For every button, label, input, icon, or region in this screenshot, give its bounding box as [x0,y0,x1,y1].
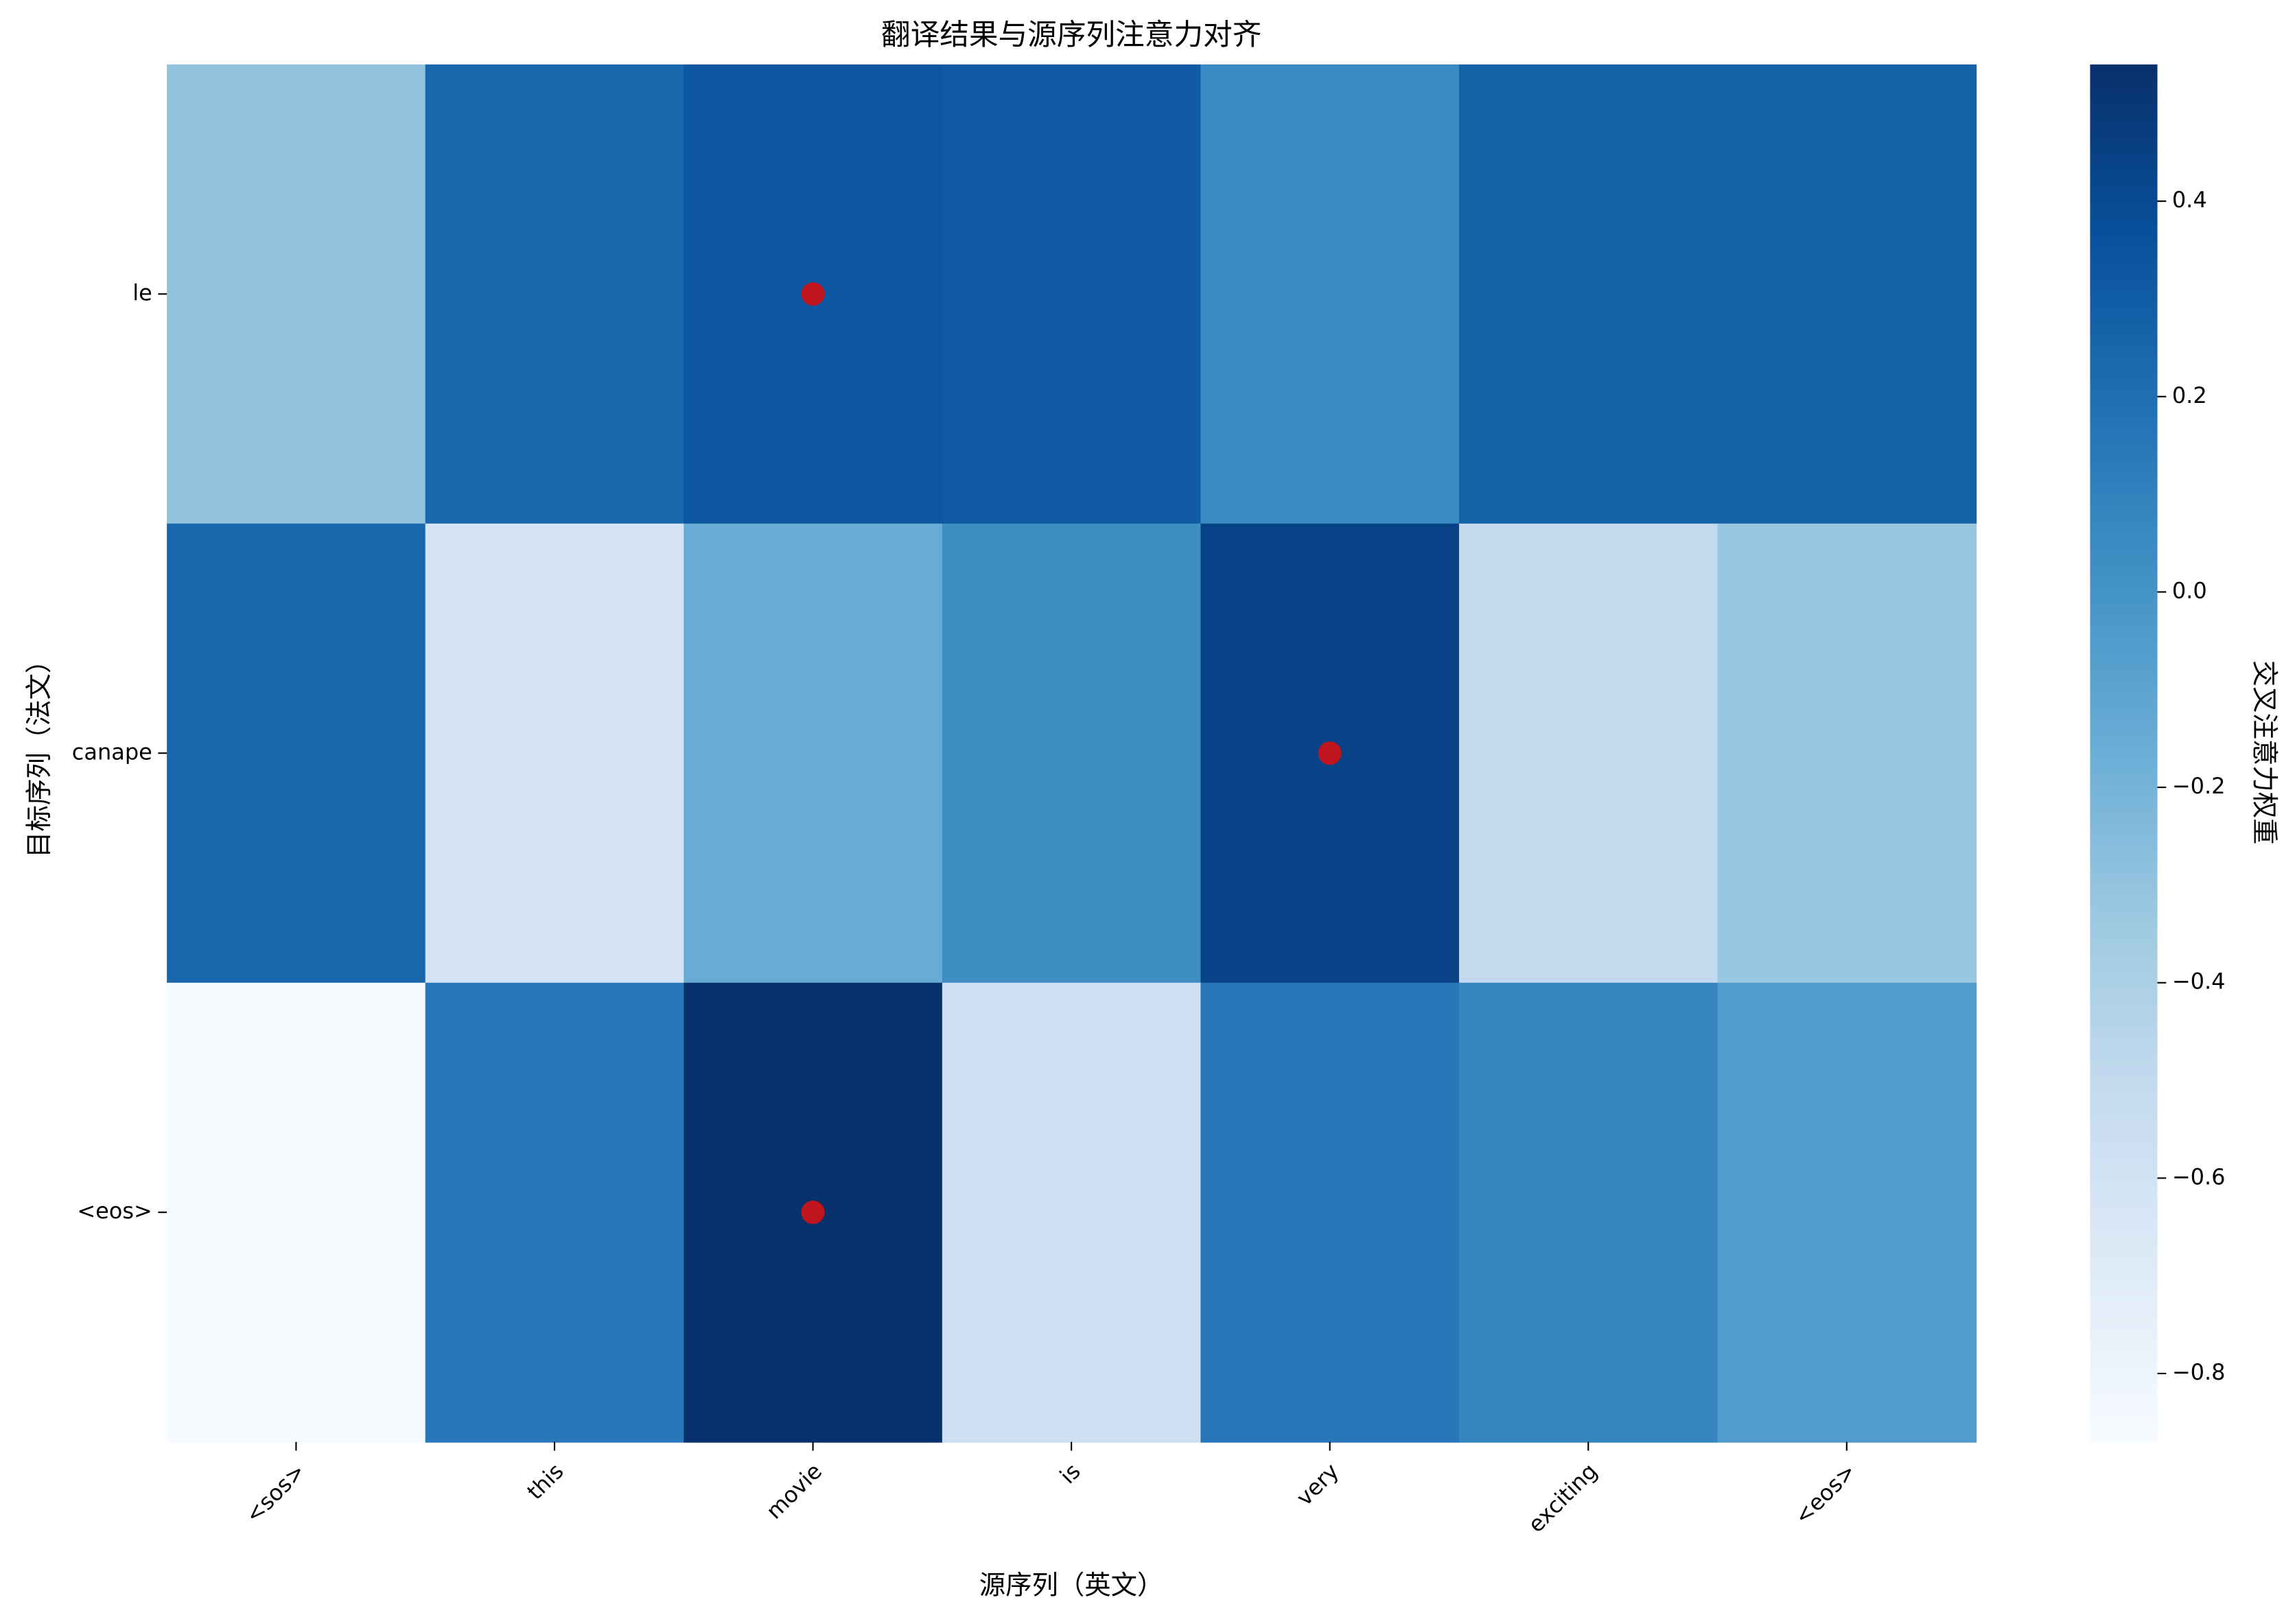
colorbar-tick-label: 0.4 [2172,187,2207,213]
x-tick-label: exciting [1523,1458,1603,1538]
colorbar-tick-label: −0.4 [2172,968,2226,995]
heatmap-cell [1458,523,1719,984]
heatmap-cell [425,523,685,984]
colorbar-tick-label: −0.2 [2172,773,2226,799]
max-marker [1318,741,1342,765]
colorbar-tick-label: −0.6 [2172,1163,2226,1190]
heatmap-cell [1458,64,1719,524]
heatmap-cell [1458,982,1719,1443]
y-tick-label: canape [72,739,152,765]
colorbar-tick-label: −0.8 [2172,1359,2226,1385]
colorbar-tick-label: 0.0 [2172,577,2207,603]
colorbar-label: 交叉注意力权重 [2249,660,2280,845]
y-tick-label: le [132,279,152,305]
heatmap-cell [167,64,426,524]
heatmap-cell [425,982,685,1443]
heatmap-cell [942,523,1202,984]
heatmap-cell [1717,64,1977,524]
chart-title: 翻译结果与源序列注意力对齐 [881,18,1261,52]
x-axis-label: 源序列（英文） [979,1570,1164,1601]
x-tick-label: this [522,1458,568,1505]
heatmap-cell [684,523,943,984]
max-marker [801,282,825,306]
max-marker [801,1200,825,1225]
colorbar-tick-label: 0.2 [2172,382,2207,408]
y-tick-label: <eos> [77,1198,152,1224]
x-tick-label: very [1291,1458,1344,1511]
heatmap-cell [167,982,426,1443]
heatmap-cell [1717,523,1977,984]
heatmap-cell [1717,982,1977,1443]
colorbar [2090,64,2158,1442]
heatmap-cell [942,982,1202,1443]
x-tick-label: <eos> [1789,1458,1861,1529]
y-axis-label: 目标序列（法文） [24,647,55,858]
x-tick-label: movie [761,1458,827,1524]
heatmap-cell [425,64,685,524]
x-tick-label: <sos> [240,1458,310,1528]
x-tick-label: is [1055,1458,1086,1489]
heatmap-cell [167,523,426,984]
heatmap-cell [942,64,1202,524]
heatmap-cell [1200,64,1460,524]
heatmap-cell [1200,982,1460,1443]
